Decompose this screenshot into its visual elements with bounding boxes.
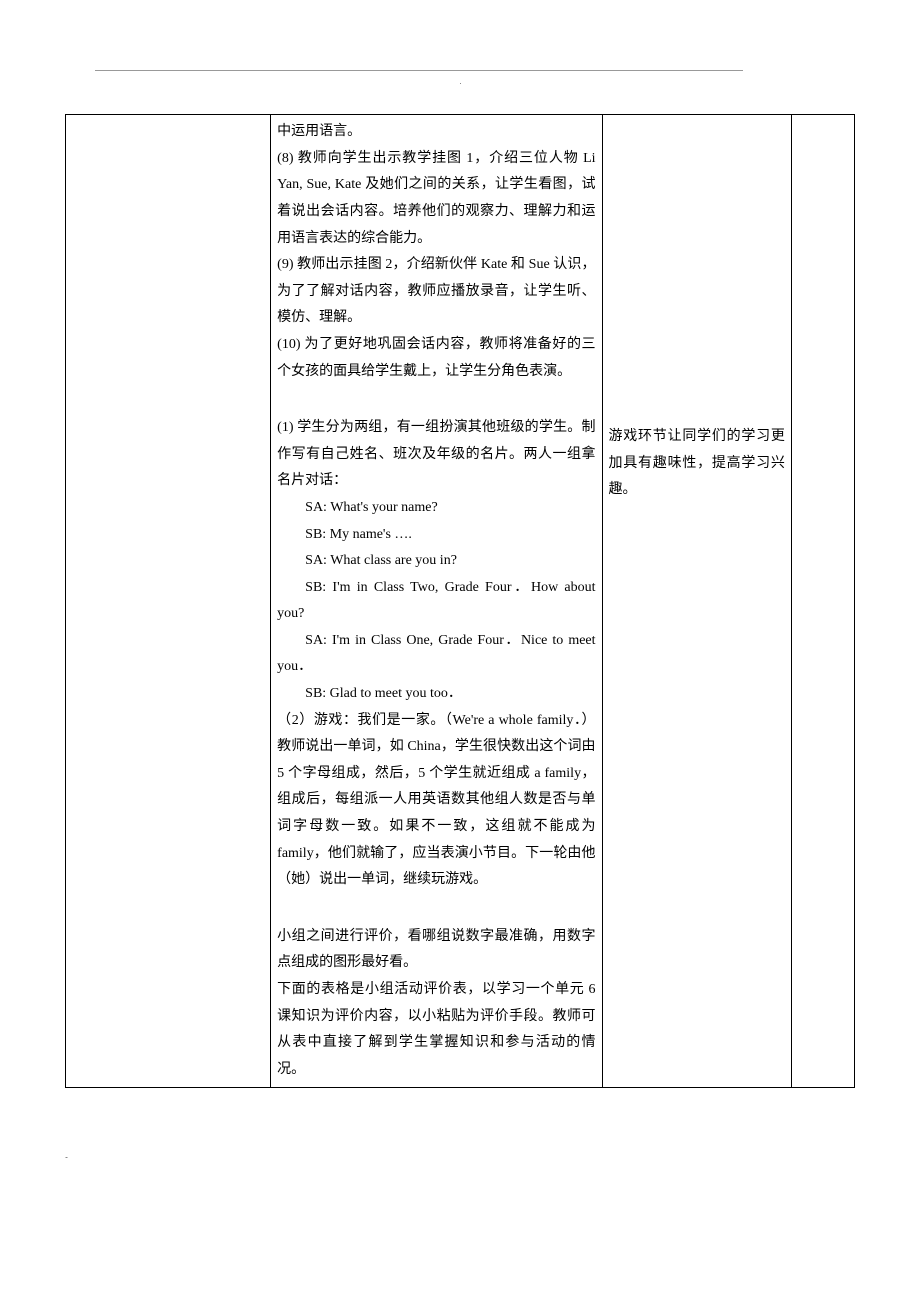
dialogue-line: SB: I'm in Class Two, Grade Four．How abo… xyxy=(277,575,595,628)
paragraph: 小组之间进行评价，看哪组说数字最准确，用数字点组成的图形最好看。 xyxy=(277,924,595,977)
table-row: 中运用语言。 (8) 教师向学生出示教学挂图 1，介绍三位人物 Li Yan, … xyxy=(66,115,855,1088)
spacer xyxy=(609,119,785,424)
paragraph: （2）游戏：我们是一家。（We're a whole family．）教师说出一… xyxy=(277,708,595,894)
spacer xyxy=(277,894,595,924)
header-dot: . xyxy=(65,74,855,89)
dialogue-line: SA: What's your name? xyxy=(277,495,595,522)
column-3-cell: 游戏环节让同学们的学习更加具有趣味性，提高学习兴趣。 xyxy=(602,115,791,1088)
paragraph: (1) 学生分为两组，有一组扮演其他班级的学生。制作写有自己姓名、班次及年级的名… xyxy=(277,415,595,495)
paragraph: (8) 教师向学生出示教学挂图 1，介绍三位人物 Li Yan, Sue, Ka… xyxy=(277,146,595,252)
dialogue-line: SB: Glad to meet you too． xyxy=(277,681,595,708)
column-1-cell xyxy=(66,115,271,1088)
paragraph: 下面的表格是小组活动评价表，以学习一个单元 6 课知识为评价内容，以小粘贴为评价… xyxy=(277,977,595,1083)
spacer xyxy=(277,385,595,415)
column-2-cell: 中运用语言。 (8) 教师向学生出示教学挂图 1，介绍三位人物 Li Yan, … xyxy=(271,115,602,1088)
dialogue-line: SB: My name's …. xyxy=(277,522,595,549)
content-table: 中运用语言。 (8) 教师向学生出示教学挂图 1，介绍三位人物 Li Yan, … xyxy=(65,114,855,1088)
dialogue-line: SA: What class are you in? xyxy=(277,548,595,575)
paragraph: (9) 教师出示挂图 2，介绍新伙伴 Kate 和 Sue 认识，为了了解对话内… xyxy=(277,252,595,332)
paragraph: 中运用语言。 xyxy=(277,119,595,146)
header-rule-line xyxy=(95,70,743,71)
paragraph: (10) 为了更好地巩固会话内容，教师将准备好的三个女孩的面具给学生戴上，让学生… xyxy=(277,332,595,385)
note-text: 游戏环节让同学们的学习更加具有趣味性，提高学习兴趣。 xyxy=(609,424,785,504)
column-4-cell xyxy=(791,115,854,1088)
dialogue-line: SA: I'm in Class One, Grade Four．Nice to… xyxy=(277,628,595,681)
footer-dots: .. xyxy=(65,1148,855,1163)
